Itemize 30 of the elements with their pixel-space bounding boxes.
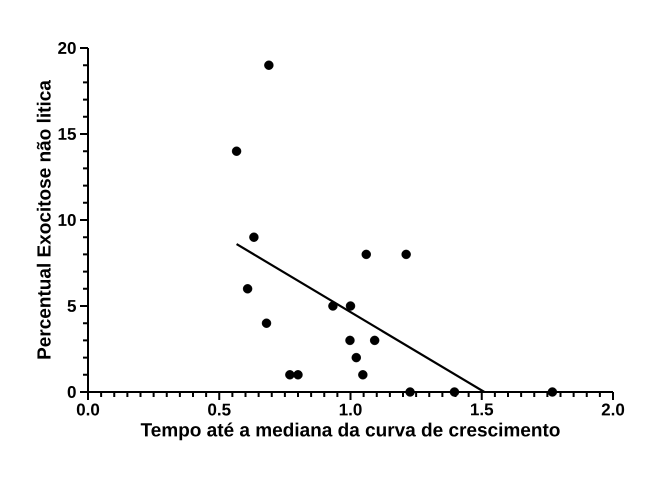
x-tick-label: 1.5 — [471, 404, 494, 416]
point — [345, 336, 355, 346]
y-axis-title: Percentual Exocitose não litica — [36, 80, 51, 359]
x-tick-label: 0.5 — [208, 404, 231, 416]
point — [370, 336, 380, 346]
point — [358, 370, 368, 380]
point — [262, 318, 272, 328]
point — [352, 352, 361, 362]
point — [401, 250, 411, 260]
point — [293, 370, 303, 380]
point — [405, 387, 415, 397]
point — [232, 146, 242, 156]
x-tick-label: 1.0 — [340, 404, 362, 416]
point — [249, 232, 259, 242]
point — [264, 60, 274, 70]
point — [328, 301, 338, 311]
point — [346, 301, 356, 311]
x-tick-label: 2.0 — [602, 404, 624, 416]
y-tick-label: 0 — [68, 386, 76, 398]
point — [285, 370, 295, 380]
point — [548, 387, 558, 397]
point — [242, 284, 252, 294]
y-tick-label: 15 — [58, 128, 76, 140]
point — [362, 250, 371, 260]
point — [450, 387, 460, 397]
y-tick-label: 20 — [58, 42, 76, 54]
y-tick-label: 10 — [58, 214, 76, 226]
x-tick-label: 0.0 — [76, 404, 100, 416]
x-axis-title: Tempo até a mediana da curva de crescimento — [140, 422, 560, 440]
y-tick-label: 5 — [68, 300, 76, 312]
